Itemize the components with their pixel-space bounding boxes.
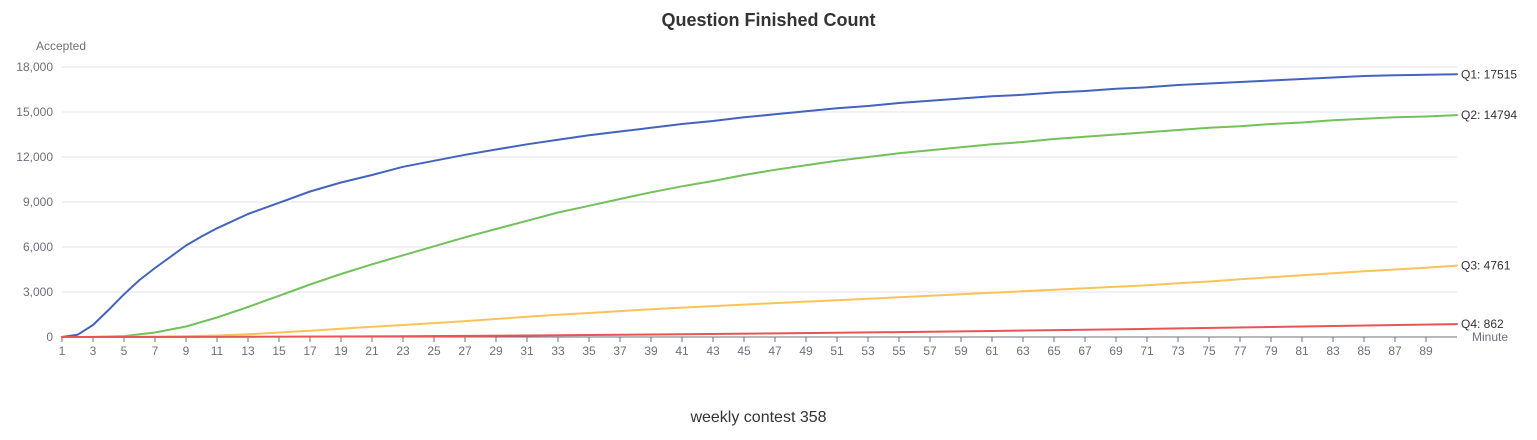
x-tick-label: 11 — [211, 344, 224, 358]
x-tick-label: 65 — [1047, 344, 1061, 358]
x-tick-label: 61 — [985, 344, 999, 358]
end-label-q3: Q3: 4761 — [1461, 259, 1511, 273]
x-tick-label: 49 — [799, 344, 813, 358]
x-tick-label: 15 — [272, 344, 286, 358]
x-tick-label: 23 — [396, 344, 410, 358]
x-tick-label: 75 — [1202, 344, 1216, 358]
x-tick-label: 35 — [582, 344, 596, 358]
x-tick-label: 81 — [1295, 344, 1309, 358]
x-tick-label: 77 — [1233, 344, 1247, 358]
x-tick-label: 17 — [303, 344, 317, 358]
y-tick-label: 15,000 — [16, 105, 53, 119]
series-line-q3 — [61, 264, 1458, 338]
end-label-q2: Q2: 14794 — [1461, 108, 1517, 122]
x-tick-label: 5 — [121, 344, 128, 358]
x-tick-label: 29 — [489, 344, 503, 358]
x-tick-label: 85 — [1357, 344, 1371, 358]
x-tick-label: 19 — [334, 344, 348, 358]
x-tick-label: 37 — [613, 344, 627, 358]
x-tick-label: 41 — [675, 344, 689, 358]
x-tick-label: 63 — [1016, 344, 1030, 358]
y-tick-label: 18,000 — [16, 60, 53, 74]
x-tick-label: 59 — [954, 344, 968, 358]
x-tick-label: 39 — [644, 344, 658, 358]
x-tick-label: 25 — [427, 344, 441, 358]
x-tick-label: 89 — [1419, 344, 1433, 358]
x-tick-label: 57 — [923, 344, 937, 358]
x-tick-label: 21 — [365, 344, 379, 358]
x-tick-label: 7 — [152, 344, 159, 358]
end-label-q1: Q1: 17515 — [1461, 67, 1517, 81]
chart-caption: weekly contest 358 — [690, 409, 827, 426]
x-axis-title: Minute — [1472, 330, 1508, 344]
x-tick-label: 71 — [1140, 344, 1154, 358]
x-tick-label: 33 — [551, 344, 565, 358]
x-tick-label: 31 — [520, 344, 534, 358]
series-line-q2 — [61, 114, 1458, 338]
series-line-q1 — [61, 73, 1458, 338]
x-tick-label: 67 — [1078, 344, 1092, 358]
x-tick-label: 45 — [737, 344, 751, 358]
x-tick-label: 47 — [768, 344, 782, 358]
x-tick-label: 69 — [1109, 344, 1123, 358]
x-tick-label: 13 — [241, 344, 255, 358]
x-tick-label: 55 — [892, 344, 906, 358]
y-tick-label: 0 — [46, 330, 53, 344]
x-tick-label: 53 — [861, 344, 875, 358]
y-tick-label: 3,000 — [23, 285, 53, 299]
end-label-q4: Q4: 862 — [1461, 317, 1504, 331]
x-tick-label: 83 — [1326, 344, 1340, 358]
y-tick-label: 12,000 — [16, 150, 53, 164]
y-axis-title: Accepted — [36, 39, 86, 53]
x-tick-label: 79 — [1264, 344, 1278, 358]
y-tick-label: 9,000 — [23, 195, 53, 209]
x-tick-label: 3 — [90, 344, 97, 358]
x-tick-label: 43 — [706, 344, 720, 358]
x-tick-label: 51 — [830, 344, 844, 358]
chart-title: Question Finished Count — [661, 10, 876, 30]
x-tick-label: 73 — [1171, 344, 1185, 358]
y-tick-label: 6,000 — [23, 240, 53, 254]
series-line-q4 — [61, 323, 1458, 338]
x-tick-label: 27 — [458, 344, 472, 358]
x-tick-label: 1 — [59, 344, 66, 358]
x-tick-label: 9 — [183, 344, 190, 358]
x-tick-label: 87 — [1388, 344, 1402, 358]
